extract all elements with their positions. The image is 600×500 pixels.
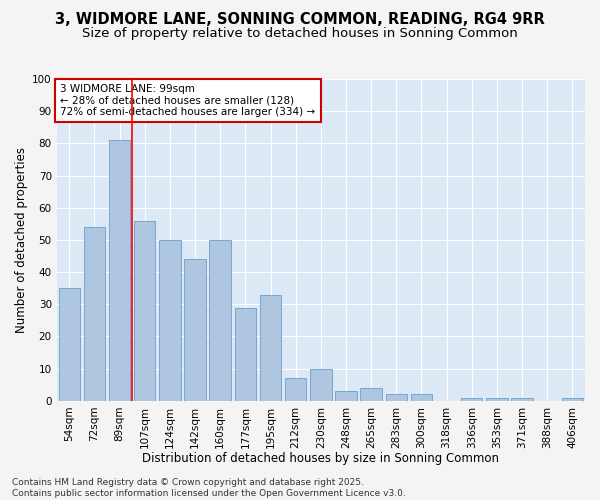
Bar xyxy=(260,294,281,401)
Bar xyxy=(511,398,533,401)
X-axis label: Distribution of detached houses by size in Sonning Common: Distribution of detached houses by size … xyxy=(142,452,499,465)
Bar xyxy=(361,388,382,401)
Y-axis label: Number of detached properties: Number of detached properties xyxy=(15,147,28,333)
Text: 3, WIDMORE LANE, SONNING COMMON, READING, RG4 9RR: 3, WIDMORE LANE, SONNING COMMON, READING… xyxy=(55,12,545,28)
Bar xyxy=(209,240,231,401)
Bar xyxy=(411,394,432,401)
Bar xyxy=(109,140,130,401)
Bar xyxy=(310,368,332,401)
Bar xyxy=(184,259,206,401)
Text: Size of property relative to detached houses in Sonning Common: Size of property relative to detached ho… xyxy=(82,28,518,40)
Bar xyxy=(335,391,356,401)
Bar xyxy=(461,398,482,401)
Bar xyxy=(285,378,307,401)
Bar xyxy=(134,220,155,401)
Bar xyxy=(235,308,256,401)
Bar xyxy=(386,394,407,401)
Bar xyxy=(59,288,80,401)
Bar xyxy=(562,398,583,401)
Bar xyxy=(83,227,105,401)
Text: 3 WIDMORE LANE: 99sqm
← 28% of detached houses are smaller (128)
72% of semi-det: 3 WIDMORE LANE: 99sqm ← 28% of detached … xyxy=(61,84,316,117)
Text: Contains HM Land Registry data © Crown copyright and database right 2025.
Contai: Contains HM Land Registry data © Crown c… xyxy=(12,478,406,498)
Bar xyxy=(159,240,181,401)
Bar xyxy=(486,398,508,401)
